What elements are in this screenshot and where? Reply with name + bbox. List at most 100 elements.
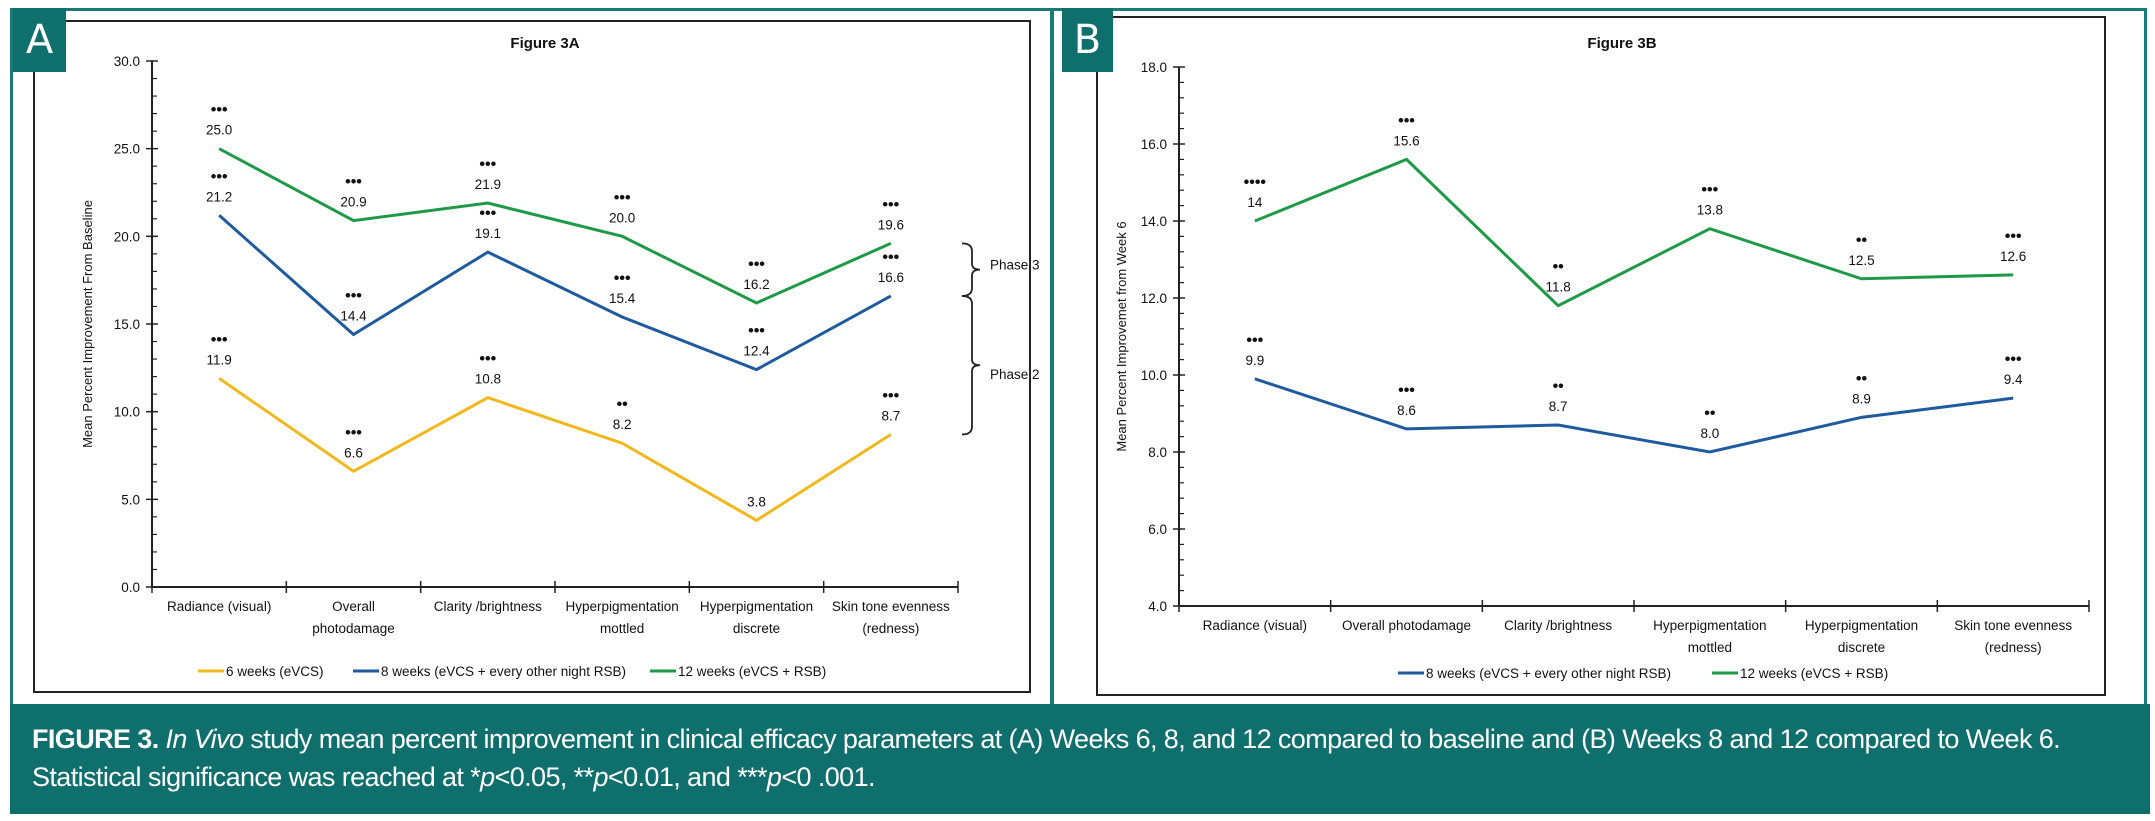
chart-b-data-label: 9.9 [1245,353,1264,368]
chart-b-data-label: 11.8 [1546,280,1571,295]
chart-b-y-tick-label: 8.0 [1148,445,1167,460]
chart-a-legend-label: 12 weeks (eVCS + RSB) [678,664,826,679]
chart-a-data-label: 21.9 [475,177,501,192]
chart-b-significance-marker: •• [1856,370,1868,387]
chart-a-data-label: 8.7 [881,408,900,423]
chart-b-y-tick-label: 14.0 [1141,214,1167,229]
chart-b-significance-marker: ••• [1701,182,1718,199]
chart-a-x-tick-label: Hyperpigmentation [566,599,679,614]
chart-a-y-tick-label: 15.0 [114,317,140,332]
chart-a-annotation-label: Phase 2 [990,367,1040,382]
chart-b-x-tick-label: Hyperpigmentation [1805,618,1918,633]
caption-italic-lead: In Vivo [165,724,244,754]
chart-a-significance-marker: ••• [345,174,362,191]
chart-b-data-label: 8.7 [1549,399,1568,414]
chart-a-x-tick-label: photodamage [312,621,395,636]
panel-separator [1050,8,1054,704]
chart-b-significance-marker: ••• [2005,351,2022,368]
chart-b-x-tick-label: mottled [1688,640,1732,655]
chart-b-data-label: 12.5 [1848,253,1874,268]
chart-a-data-label: 16.6 [878,270,904,285]
chart-a-significance-marker: ••• [479,351,496,368]
chart-b-title: Figure 3B [1587,35,1656,52]
chart-a-legend-label: 6 weeks (eVCS) [226,664,324,679]
chart-b-legend-label: 12 weeks (eVCS + RSB) [1740,666,1888,681]
chart-a-series-line-0 [218,377,892,523]
chart-a-data-label: 20.0 [609,210,635,225]
chart-b-x-tick-label: Radiance (visual) [1203,618,1307,633]
chart-a-significance-marker: •• [617,396,629,413]
chart-a-data-label: 15.4 [609,291,636,306]
chart-a-annotation-label: Phase 3 [990,258,1040,273]
chart-a-significance-marker: ••• [882,249,899,266]
panel-label-b: B [1062,8,1113,72]
chart-a-significance-marker: ••• [345,288,362,305]
caption-figure-label: FIGURE 3. [32,724,159,754]
chart-a-x-tick-label: Skin tone evenness [832,599,950,614]
chart-a-bracket-1 [961,295,981,436]
chart-a-data-label: 12.4 [743,344,770,359]
chart-b-significance-marker: •• [1553,259,1565,276]
chart-a-y-axis-label: Mean Percent Improvement From Baseline [80,200,95,448]
chart-a-x-tick-label: (redness) [862,621,919,636]
chart-a-legend-label: 8 weeks (eVCS + every other night RSB) [381,664,626,679]
chart-a-significance-marker: ••• [614,189,631,206]
chart-b-series-line-0 [1254,377,2014,454]
chart-a-series-line-2 [218,147,892,305]
caption-p1: p [480,762,495,792]
chart-b-y-axis-label: Mean Percent Improvemet from Week 6 [1114,221,1129,451]
caption-text-3: <0.01, and *** [607,762,768,792]
chart-b-y-tick-label: 12.0 [1141,291,1167,306]
chart-b-legend-label: 8 weeks (eVCS + every other night RSB) [1426,666,1671,681]
chart-b-significance-marker: •• [1856,232,1868,249]
chart-b-significance-marker: •••• [1244,174,1267,191]
chart-a-significance-marker: ••• [211,168,228,185]
caption-text-2: <0.05, ** [494,762,595,792]
chart-a-significance-marker: ••• [882,196,899,213]
chart-b-data-label: 12.6 [2000,249,2026,264]
chart-a-x-tick-label: Clarity /brightness [434,599,542,614]
chart-b-x-tick-label: Overall photodamage [1342,618,1471,633]
chart-a-data-label: 19.1 [475,226,501,241]
chart-a-series-line-1 [218,214,892,372]
chart-a-significance-marker: ••• [345,424,362,441]
chart-a-y-tick-label: 0.0 [121,580,140,595]
chart-a-y-tick-label: 30.0 [114,54,140,69]
chart-a-title: Figure 3A [510,35,579,52]
chart-a-data-label: 11.9 [207,352,232,367]
chart-a-x-tick-label: Overall [332,599,375,614]
panel-b-box [1096,16,2106,696]
chart-a-data-label: 3.8 [747,494,766,509]
chart-b-y-tick-label: 6.0 [1148,522,1167,537]
caption-p2: p [593,762,609,792]
chart-a-data-label: 10.8 [475,372,501,387]
chart-b-x-tick-label: (redness) [1985,640,2042,655]
chart-a-data-label: 8.2 [613,417,632,432]
chart-a-data-label: 25.0 [206,123,232,138]
chart-a-y-tick-label: 5.0 [121,492,140,507]
chart-a-significance-marker: ••• [479,205,496,222]
chart-b-significance-marker: ••• [1246,332,1263,349]
chart-a-data-label: 21.2 [206,189,232,204]
chart-a-y-tick-label: 25.0 [114,142,140,157]
chart-b-x-tick-label: Clarity /brightness [1504,618,1612,633]
chart-b-x-tick-label: discrete [1838,640,1885,655]
chart-a-x-tick-label: Radiance (visual) [167,599,271,614]
chart-a-significance-marker: ••• [479,156,496,173]
chart-a-data-label: 20.9 [340,195,366,210]
chart-a-significance-marker: ••• [211,102,228,119]
chart-a-significance-marker: ••• [748,256,765,273]
chart-a-bracket-0 [961,242,981,297]
chart-b-data-label: 13.8 [1697,203,1723,218]
chart-a-y-tick-label: 20.0 [114,229,140,244]
chart-b-data-label: 8.0 [1700,426,1719,441]
panel-label-a: A [13,8,66,72]
chart-b-significance-marker: ••• [2005,228,2022,245]
chart-a-significance-marker: ••• [882,387,899,404]
figure-caption: FIGURE 3. In Vivo study mean percent imp… [10,704,2150,814]
chart-a-significance-marker: ••• [211,331,228,348]
chart-b-significance-marker: ••• [1398,382,1415,399]
chart-b-y-tick-label: 4.0 [1148,599,1167,614]
chart-b-y-tick-label: 10.0 [1141,368,1167,383]
